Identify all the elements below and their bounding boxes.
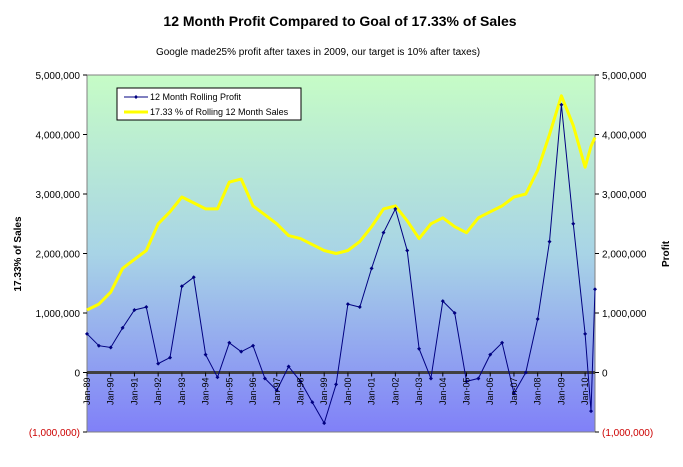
x-tick-label: Jan-98 — [295, 378, 305, 406]
x-tick-label: Jan-91 — [129, 378, 139, 406]
x-tick-label: Jan-06 — [485, 378, 495, 406]
y-left-tick-label: 4,000,000 — [36, 131, 81, 142]
profit-data-point — [559, 102, 564, 107]
y-right-tick-label: 4,000,000 — [602, 131, 647, 142]
x-tick-label: Jan-02 — [390, 378, 400, 406]
y-left-tick-label: 3,000,000 — [36, 190, 81, 201]
x-tick-label: Jan-07 — [509, 378, 519, 406]
legend-box — [116, 87, 302, 121]
profit-data-point — [589, 409, 594, 414]
profit-data-point — [274, 388, 279, 393]
profit-data-point — [500, 340, 505, 345]
x-tick-label: Jan-10 — [580, 378, 590, 406]
profit-data-point — [156, 361, 161, 366]
y-axis-left-title: 17.33% of Sales — [13, 216, 24, 291]
profit-data-point — [345, 302, 350, 307]
profit-data-point — [369, 266, 374, 271]
y-right-tick-label: (1,000,000) — [602, 428, 653, 439]
profit-data-point — [393, 206, 398, 211]
profit-data-point — [144, 305, 149, 310]
series-line-sales-goal — [86, 94, 597, 312]
x-tick-label: Jan-05 — [462, 378, 472, 406]
x-tick-label: Jan-93 — [177, 378, 187, 406]
profit-data-point — [215, 375, 220, 380]
profit-data-point — [96, 343, 101, 348]
profit-data-point — [85, 331, 89, 336]
profit-data-point — [286, 364, 291, 369]
profit-data-point — [488, 352, 493, 357]
x-tick-label: Jan-92 — [153, 378, 163, 406]
x-tick-label: Jan-97 — [272, 378, 282, 406]
profit-data-point — [334, 382, 339, 387]
x-tick-label: Jan-09 — [556, 378, 566, 406]
profit-data-point — [511, 391, 516, 396]
profit-data-point — [440, 299, 445, 304]
y-left-tick-label: (1,000,000) — [29, 428, 80, 439]
profit-data-point — [203, 352, 208, 357]
legend-label-profit: 12 Month Rolling Profit — [150, 92, 242, 102]
profit-data-point — [547, 239, 552, 244]
x-tick-label: Jan-00 — [343, 378, 353, 406]
profit-data-point — [322, 421, 327, 426]
profit-data-point — [583, 331, 588, 336]
x-tick-label: Jan-03 — [414, 378, 424, 406]
chart-title: 12 Month Profit Compared to Goal of 17.3… — [163, 13, 516, 29]
y-left-tick-label: 0 — [74, 369, 80, 380]
y-right-tick-label: 5,000,000 — [602, 71, 647, 82]
x-tick-label: Jan-96 — [248, 378, 258, 406]
x-tick-label: Jan-90 — [106, 378, 116, 406]
x-tick-label: Jan-99 — [319, 378, 329, 406]
y-right-tick-label: 2,000,000 — [602, 250, 647, 261]
profit-data-point — [405, 248, 410, 253]
legend-label-sales: 17.33 % of Rolling 12 Month Sales — [150, 107, 289, 117]
profit-data-point — [428, 376, 433, 381]
y-left-tick-label: 1,000,000 — [36, 309, 81, 320]
profit-data-point — [179, 284, 184, 289]
profit-data-point — [357, 305, 362, 310]
legend: 12 Month Rolling Profit 17.33 % of Rolli… — [116, 87, 302, 121]
profit-data-point — [571, 221, 576, 226]
x-tick-label: Jan-08 — [533, 378, 543, 406]
x-tick-label: Jan-04 — [438, 378, 448, 406]
y-axis-right-title: Profit — [661, 240, 672, 267]
profit-data-point — [381, 230, 386, 235]
profit-data-point — [310, 400, 315, 405]
x-tick-label: Jan-89 — [82, 378, 92, 406]
profit-data-point — [523, 370, 528, 375]
profit-data-point — [239, 349, 244, 354]
profit-data-point — [168, 355, 173, 360]
y-right-tick-label: 3,000,000 — [602, 190, 647, 201]
profit-data-point — [262, 376, 267, 381]
profit-data-point — [476, 376, 481, 381]
profit-data-point — [132, 308, 137, 313]
profit-data-point — [191, 275, 196, 280]
x-tick-label: Jan-01 — [367, 378, 377, 406]
series-markers-rolling-profit — [85, 102, 597, 426]
profit-data-point — [251, 343, 256, 348]
y-right-tick-label: 0 — [602, 369, 608, 380]
profit-data-point — [464, 379, 469, 384]
y-left-tick-label: 2,000,000 — [36, 250, 81, 261]
x-tick-label: Jan-95 — [224, 378, 234, 406]
y-right-tick-label: 1,000,000 — [602, 309, 647, 320]
profit-data-point — [452, 311, 457, 315]
y-axis-left: (1,000,000) 0 1,000,000 2,000,000 3,000,000 4… — [29, 71, 87, 439]
y-left-tick-label: 5,000,000 — [36, 71, 81, 82]
x-axis: Jan-89 Jan-90 Jan-91 Jan-92 Jan-93 Jan-94 Jan-… — [82, 372, 590, 406]
x-tick-label: Jan-94 — [201, 378, 211, 406]
profit-data-point — [108, 345, 113, 350]
legend-marker-profit — [134, 95, 138, 99]
profit-data-point — [417, 346, 422, 351]
profit-data-point — [120, 325, 125, 330]
profit-data-point — [298, 379, 303, 384]
y-axis-right: (1,000,000) 0 1,000,000 2,000,000 3,000,000 4… — [595, 71, 653, 439]
profit-data-point — [227, 340, 232, 345]
profit-data-point — [535, 316, 540, 321]
profit-data-point — [593, 287, 597, 292]
chart-subtitle: Google made25% profit after taxes in 200… — [156, 47, 480, 58]
